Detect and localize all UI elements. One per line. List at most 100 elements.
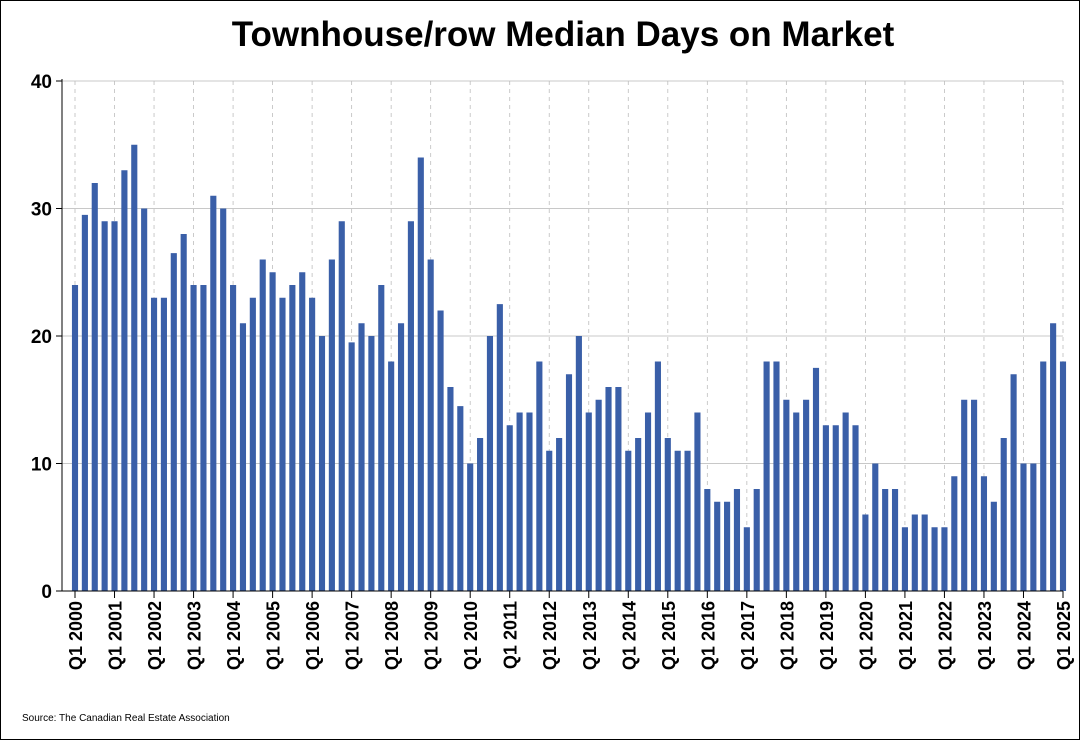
bar (368, 336, 375, 591)
x-tick-label: Q1 2003 (185, 601, 205, 670)
bar (111, 221, 118, 591)
bar (575, 336, 582, 591)
bar (842, 412, 849, 591)
y-tick-label: 40 (31, 72, 52, 93)
bar (803, 399, 810, 591)
y-tick-label: 20 (31, 327, 52, 348)
bar (635, 438, 642, 591)
bar (1000, 438, 1007, 591)
x-tick-label: Q1 2018 (777, 601, 797, 670)
bar (684, 450, 691, 591)
bar (220, 208, 227, 591)
bar (170, 253, 177, 591)
bar (1040, 361, 1047, 591)
bar (348, 342, 355, 591)
bar (872, 463, 879, 591)
bar (565, 374, 573, 591)
bar (259, 259, 266, 591)
bar (1030, 463, 1037, 591)
x-tick-label: Q1 2009 (422, 601, 442, 670)
bar (457, 406, 464, 591)
bar (1020, 463, 1027, 591)
bar (882, 489, 889, 591)
bar (427, 259, 434, 591)
x-tick-label: Q1 2008 (382, 601, 402, 670)
bar (931, 527, 938, 591)
x-tick-label: Q1 2017 (738, 601, 758, 670)
bar (743, 527, 750, 591)
bar (704, 489, 711, 591)
x-tick-label: Q1 2001 (106, 601, 126, 670)
x-tick-label: Q1 2002 (145, 601, 165, 670)
bar (101, 221, 108, 591)
bar (921, 514, 928, 591)
bar (990, 501, 997, 591)
bar (862, 514, 869, 591)
bar (911, 514, 918, 591)
bar (980, 476, 988, 591)
bar (733, 489, 741, 591)
bar (595, 399, 602, 591)
bar (852, 425, 859, 591)
bar (299, 272, 306, 591)
bar (91, 183, 98, 591)
bar (358, 323, 365, 591)
bar (437, 310, 444, 591)
bar (141, 208, 148, 591)
bar (190, 285, 197, 591)
bar (526, 412, 533, 591)
bar (891, 489, 899, 591)
bar (230, 285, 237, 591)
bar (289, 285, 296, 591)
x-tick-label: Q1 2012 (540, 601, 560, 670)
bar (773, 361, 780, 591)
bar (397, 323, 405, 591)
bar (249, 297, 256, 591)
bar (447, 387, 454, 591)
bar (971, 399, 978, 591)
bar (1059, 361, 1067, 591)
bar (239, 323, 247, 591)
bar (279, 297, 286, 591)
bar (615, 387, 622, 591)
bar (674, 450, 681, 591)
bar (486, 336, 494, 591)
bar (269, 272, 276, 591)
bar (378, 285, 385, 591)
x-tick-label: Q1 2023 (975, 601, 995, 670)
bar (793, 412, 800, 591)
bar (150, 297, 158, 591)
x-tick-label: Q1 2000 (66, 601, 86, 670)
y-tick-label: 30 (31, 200, 52, 221)
bar (901, 527, 908, 591)
bar (200, 285, 207, 591)
bar (1010, 374, 1017, 591)
bar (951, 476, 958, 591)
bar (338, 221, 345, 591)
bar (556, 438, 563, 591)
x-tick-label: Q1 2022 (935, 601, 955, 670)
bar (753, 489, 760, 591)
bar (417, 157, 424, 591)
bar (941, 527, 948, 591)
bar (822, 425, 829, 591)
bar (477, 438, 484, 591)
x-tick-label: Q1 2024 (1014, 601, 1034, 670)
x-tick-label: Q1 2004 (224, 601, 244, 670)
bar (81, 214, 88, 591)
bar (210, 195, 217, 591)
bar (180, 234, 187, 591)
bar (328, 259, 335, 591)
x-tick-label: Q1 2020 (856, 601, 876, 670)
bar (625, 450, 632, 591)
chart-title: Townhouse/row Median Days on Market (231, 15, 895, 54)
bar (812, 367, 820, 591)
x-tick-label: Q1 2011 (501, 601, 521, 669)
bar (644, 412, 652, 591)
bar (407, 221, 414, 591)
x-tick-label: Q1 2014 (619, 601, 639, 670)
x-tick-label: Q1 2025 (1054, 601, 1074, 670)
bar (309, 297, 316, 591)
